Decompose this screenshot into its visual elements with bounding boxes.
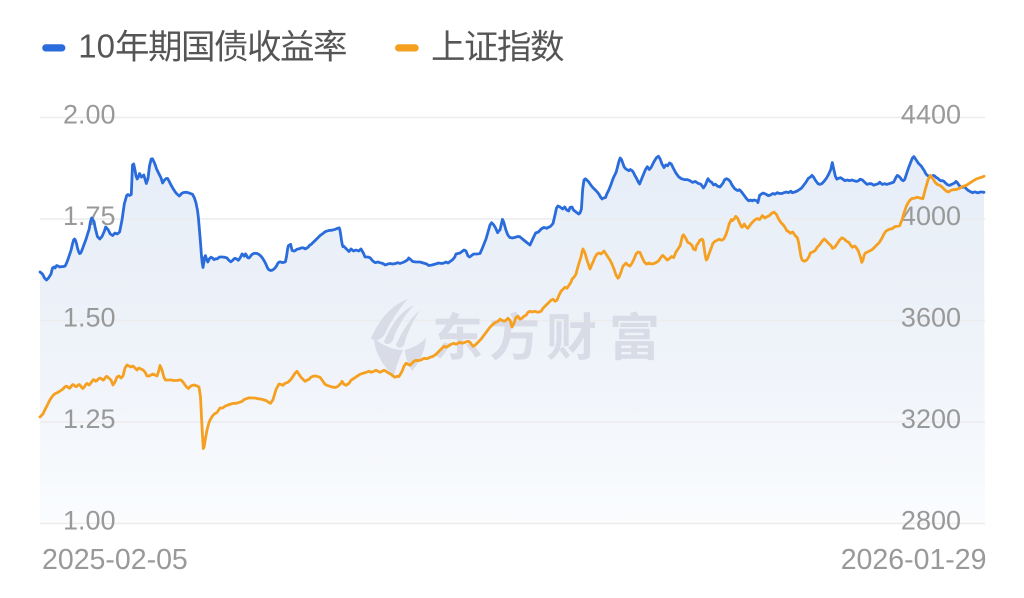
svg-text:4000: 4000 — [901, 201, 961, 231]
svg-text:4400: 4400 — [901, 100, 961, 130]
svg-text:2800: 2800 — [901, 506, 961, 536]
svg-text:2025-02-05: 2025-02-05 — [42, 544, 188, 576]
svg-text:10: 10 — [78, 28, 115, 65]
svg-text:3600: 3600 — [901, 303, 961, 333]
svg-text:3200: 3200 — [901, 404, 961, 434]
svg-text:2.00: 2.00 — [63, 100, 116, 130]
svg-text:1.00: 1.00 — [63, 506, 116, 536]
svg-text:2026-01-29: 2026-01-29 — [841, 544, 987, 576]
svg-text:1.50: 1.50 — [63, 303, 116, 333]
svg-text:1.25: 1.25 — [63, 404, 116, 434]
